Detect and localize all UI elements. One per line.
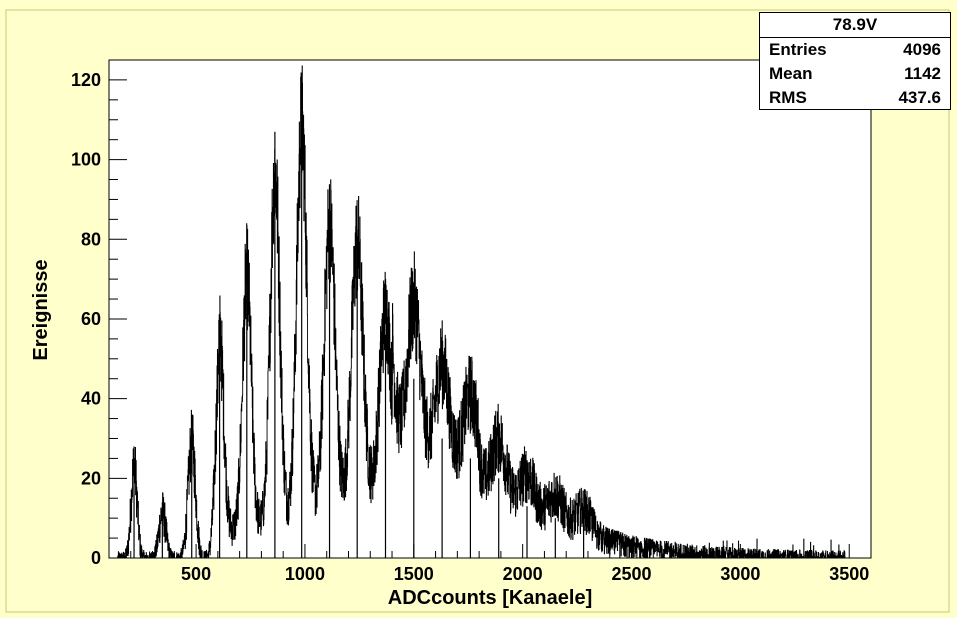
stat-value: 1142 <box>904 64 941 83</box>
y-tick-label: 20 <box>81 468 101 488</box>
stat-value: 4096 <box>903 40 941 59</box>
stat-row-mean: Mean 1142 <box>760 62 950 86</box>
x-tick-label: 3000 <box>720 564 760 584</box>
stats-box: 78.9V Entries 4096 Mean 1142 RMS 437.6 <box>759 12 951 110</box>
histogram-series <box>117 65 846 559</box>
axes: 500 1000 1500 2000 2500 3000 3500 0 20 40 60 80 100 1… <box>71 59 872 584</box>
y-axis-label: Ereignisse <box>30 259 52 360</box>
x-axis-label: ADCcounts [Kanaele] <box>388 587 592 609</box>
histogram-line <box>117 65 846 559</box>
stat-label: RMS <box>769 88 807 107</box>
y-tick-label: 100 <box>71 150 101 170</box>
stat-label: Entries <box>769 40 827 59</box>
plot-area <box>108 59 872 559</box>
x-tick-label: 3500 <box>829 564 869 584</box>
stat-row-rms: RMS 437.6 <box>760 86 950 110</box>
stats-title: 78.9V <box>760 13 950 38</box>
y-tick-label: 120 <box>71 70 101 90</box>
stat-value: 437.6 <box>898 88 941 107</box>
y-tick-label: 60 <box>81 309 101 329</box>
x-tick-label: 500 <box>181 564 211 584</box>
x-tick-label: 2500 <box>611 564 651 584</box>
x-tick-label: 1500 <box>394 564 434 584</box>
stat-row-entries: Entries 4096 <box>760 38 950 62</box>
y-tick-label: 80 <box>81 229 101 249</box>
frame-border <box>5 9 950 613</box>
y-tick-label: 0 <box>91 548 101 568</box>
y-tick-label: 40 <box>81 389 101 409</box>
x-tick-label: 2000 <box>503 564 543 584</box>
stat-label: Mean <box>769 64 813 83</box>
x-tick-label: 1000 <box>285 564 325 584</box>
